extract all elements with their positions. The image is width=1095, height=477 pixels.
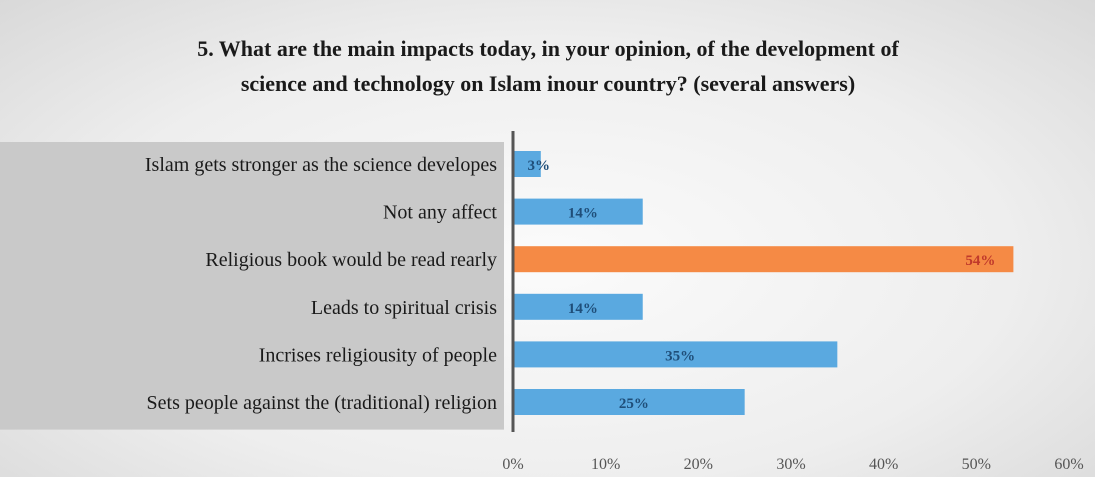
data-label: 14% [568,206,598,222]
bar [513,246,1014,273]
category-label: Religious book would be read rearly [205,249,497,271]
data-label: 54% [965,253,995,269]
bar [513,389,745,415]
category-label: Leads to spiritual crisis [311,297,497,319]
x-tick-label: 10% [591,456,620,473]
bar [513,293,643,320]
bar [513,198,643,225]
x-tick-label: 60% [1054,456,1083,473]
x-tick-label: 0% [502,456,523,473]
bar [513,341,838,368]
data-label: 25% [619,396,649,412]
category-label: Sets people against the (traditional) re… [147,392,497,414]
chart-title-line-1: 5. What are the main impacts today, in y… [197,36,899,61]
x-tick-label: 40% [869,456,898,473]
category-label: Islam gets stronger as the science devel… [145,154,497,176]
data-label: 3% [528,158,551,174]
chart-title-line-2: science and technology on Islam inour co… [241,71,855,96]
category-label: Incrises religiousity of people [259,344,497,366]
category-label-panel [0,142,504,430]
bar [513,151,541,177]
category-label: Not any affect [383,202,497,224]
data-label: 35% [665,348,695,364]
data-label: 14% [568,301,598,317]
x-tick-label: 30% [776,456,805,473]
x-tick-label: 50% [962,456,991,473]
x-tick-label: 20% [684,456,713,473]
